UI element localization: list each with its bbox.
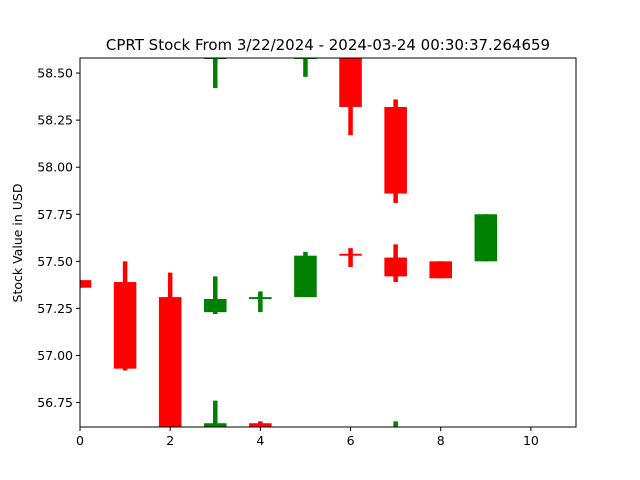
x-tick-label-2: 4 <box>256 433 264 448</box>
candle-body-8 <box>294 255 317 298</box>
y-tick-label-5: 58.00 <box>37 160 73 175</box>
candle-4 <box>204 400 227 427</box>
candle-body-13 <box>384 106 407 194</box>
candle-body-16 <box>474 214 498 262</box>
plot-frame <box>79 57 577 428</box>
chart-title: CPRT Stock From 3/22/2024 - 2024-03-24 0… <box>106 36 550 54</box>
y-tick-label-3: 57.50 <box>37 254 73 269</box>
candle-body-6 <box>249 297 272 299</box>
x-axis: 0 2 4 6 8 10 <box>76 427 539 448</box>
candle-body-4 <box>204 423 227 427</box>
plot-area <box>80 58 498 427</box>
candle-1 <box>113 261 137 371</box>
candle-2 <box>158 272 182 427</box>
x-tick-label-4: 8 <box>437 433 445 448</box>
candle-wick-9 <box>303 58 308 77</box>
candle-body-3 <box>204 298 227 313</box>
candle-body-1 <box>113 282 137 369</box>
candle-8 <box>294 251 317 298</box>
candle-14 <box>393 421 398 427</box>
y-tick-label-0: 56.75 <box>37 395 73 410</box>
candle-body-2 <box>158 297 182 427</box>
candle-3 <box>204 276 227 315</box>
candle-0 <box>80 280 92 288</box>
x-tick-label-5: 10 <box>523 433 539 448</box>
y-axis: 56.75 57.00 57.25 57.50 57.75 58.00 58.25 58.50 <box>37 66 80 410</box>
candle-body-7 <box>249 423 272 427</box>
y-tick-label-4: 57.75 <box>37 207 73 222</box>
candle-7 <box>249 421 272 427</box>
y-tick-label-1: 57.00 <box>37 348 73 363</box>
candle-wick-4 <box>213 400 218 427</box>
candle-15 <box>429 261 452 279</box>
candle-10 <box>339 248 362 267</box>
candle-wick-6 <box>258 291 263 313</box>
candle-body-15 <box>429 261 452 279</box>
candle-wick-10 <box>348 248 353 267</box>
y-tick-label-7: 58.50 <box>37 66 73 81</box>
candle-body-0 <box>80 280 92 288</box>
x-tick-label-1: 2 <box>166 433 174 448</box>
candle-11 <box>339 58 362 136</box>
candle-body-11 <box>339 58 362 107</box>
candle-body-12 <box>384 257 407 277</box>
candle-body-10 <box>339 253 362 256</box>
x-tick-label-0: 0 <box>76 433 84 448</box>
candle-12 <box>384 244 407 283</box>
candle-6 <box>249 291 272 313</box>
candle-wick-3 <box>213 276 218 315</box>
y-axis-title: Stock Value in USD <box>10 184 25 303</box>
candle-16 <box>474 214 498 262</box>
candle-13 <box>384 99 407 203</box>
candle-wick-5 <box>213 58 218 89</box>
x-tick-label-3: 6 <box>347 433 355 448</box>
candle-wick-14 <box>393 421 398 427</box>
y-tick-label-2: 57.25 <box>37 301 73 316</box>
y-tick-label-6: 58.25 <box>37 113 73 128</box>
